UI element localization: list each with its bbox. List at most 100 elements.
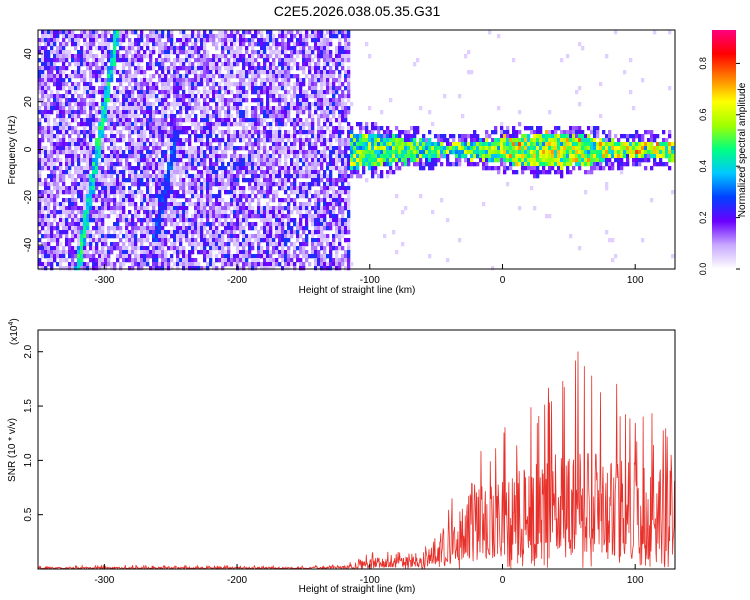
- heatmap-cell: [347, 90, 351, 95]
- heatmap-cell: [305, 58, 309, 63]
- heatmap-cell: [296, 162, 300, 167]
- heatmap-cell: [191, 42, 195, 47]
- heatmap-cell: [248, 62, 252, 67]
- heatmap-cell: [278, 158, 282, 163]
- heatmap-cell: [86, 222, 90, 227]
- heatmap-cell: [101, 118, 105, 123]
- heatmap-cell: [329, 186, 333, 191]
- heatmap-cell: [38, 258, 42, 263]
- heatmap-cell: [245, 30, 249, 35]
- heatmap-cell: [182, 246, 186, 251]
- heatmap-cell: [269, 250, 273, 255]
- heatmap-cell: [200, 250, 204, 255]
- heatmap-cell: [149, 190, 153, 195]
- heatmap-cell: [350, 146, 354, 151]
- heatmap-cell: [116, 206, 120, 211]
- heatmap-cell: [200, 110, 204, 115]
- heatmap-cell: [323, 42, 327, 47]
- heatmap-cell: [278, 234, 282, 239]
- heatmap-cell: [212, 154, 216, 159]
- heatmap-cell: [254, 226, 258, 231]
- heatmap-cell: [242, 58, 246, 63]
- heatmap-cell: [104, 38, 108, 43]
- heatmap-cell: [83, 58, 87, 63]
- heatmap-cell: [53, 226, 57, 231]
- heatmap-cell: [71, 238, 75, 243]
- heatmap-cell: [188, 150, 192, 155]
- heatmap-cell: [95, 138, 99, 143]
- heatmap-cell: [254, 258, 258, 263]
- heatmap-cell: [314, 230, 318, 235]
- heatmap-cell: [281, 82, 285, 87]
- heatmap-cell: [221, 102, 225, 107]
- heatmap-cell: [296, 62, 300, 67]
- heatmap-cell: [155, 198, 159, 203]
- heatmap-cell: [170, 266, 174, 271]
- heatmap-cell: [209, 70, 213, 75]
- heatmap-cell: [176, 246, 180, 251]
- heatmap-cell: [242, 162, 246, 167]
- heatmap-cell: [227, 66, 231, 71]
- heatmap-cell: [209, 62, 213, 67]
- heatmap-cell: [200, 126, 204, 131]
- heatmap-cell: [308, 142, 312, 147]
- heatmap-cell: [146, 62, 150, 67]
- heatmap-cell: [278, 202, 282, 207]
- heatmap-cell: [203, 74, 207, 79]
- heatmap-cell: [74, 158, 78, 163]
- heatmap-cell: [53, 250, 57, 255]
- heatmap-cell: [131, 194, 135, 199]
- heatmap-cell: [113, 194, 117, 199]
- heatmap-cell: [56, 130, 60, 135]
- heatmap-cell: [194, 262, 198, 267]
- heatmap-cell: [113, 110, 117, 115]
- heatmap-cell: [326, 238, 330, 243]
- heatmap-cell: [287, 106, 291, 111]
- heatmap-cell: [194, 166, 198, 171]
- heatmap-cell: [263, 234, 267, 239]
- heatmap-cell: [128, 170, 132, 175]
- heatmap-cell: [233, 34, 237, 39]
- heatmap-cell: [104, 66, 108, 71]
- heatmap-cell: [275, 106, 279, 111]
- heatmap-cell: [206, 174, 210, 179]
- heatmap-cell: [86, 30, 90, 35]
- heatmap-cell: [272, 74, 276, 79]
- heatmap-cell: [206, 62, 210, 67]
- heatmap-cell: [305, 138, 309, 143]
- heatmap-cell: [158, 142, 162, 147]
- heatmap-cell: [104, 194, 108, 199]
- heatmap-cell: [194, 98, 198, 103]
- heatmap-cell: [224, 58, 228, 63]
- heatmap-cell: [326, 138, 330, 143]
- heatmap-cell: [71, 138, 75, 143]
- heatmap-cell: [224, 254, 228, 259]
- heatmap-cell: [158, 186, 162, 191]
- heatmap-cell: [251, 58, 255, 63]
- heatmap-cell: [242, 114, 246, 119]
- heatmap-cell: [284, 94, 288, 99]
- heatmap-cell: [287, 130, 291, 135]
- heatmap-cell: [341, 58, 345, 63]
- heatmap-cell: [125, 258, 129, 263]
- heatmap-cell: [251, 90, 255, 95]
- heatmap-cell: [245, 262, 249, 267]
- heatmap-cell: [122, 190, 126, 195]
- heatmap-cell: [107, 42, 111, 47]
- heatmap-cell: [323, 254, 327, 259]
- heatmap-cell: [200, 38, 204, 43]
- heatmap-cell: [62, 230, 66, 235]
- heatmap-cell: [215, 150, 219, 155]
- heatmap-cell: [119, 134, 123, 139]
- heatmap-cell: [158, 174, 162, 179]
- heatmap-cell: [182, 102, 186, 107]
- heatmap-cell: [302, 150, 306, 155]
- heatmap-cell: [122, 134, 126, 139]
- heatmap-cell: [200, 170, 204, 175]
- heatmap-cell: [200, 174, 204, 179]
- heatmap-cell: [188, 142, 192, 147]
- heatmap-cell: [146, 202, 150, 207]
- heatmap-cell: [182, 250, 186, 255]
- heatmap-cell: [68, 106, 72, 111]
- heatmap-cell: [335, 30, 339, 35]
